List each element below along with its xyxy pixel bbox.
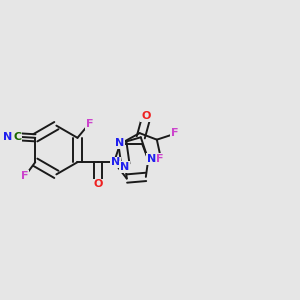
Text: F: F: [85, 119, 93, 129]
Text: N: N: [147, 154, 156, 164]
Text: N: N: [120, 162, 129, 172]
Text: F: F: [171, 128, 178, 138]
Text: N: N: [115, 138, 124, 148]
Text: O: O: [93, 179, 102, 189]
Text: O: O: [141, 111, 151, 121]
Text: F: F: [21, 171, 28, 181]
Text: N: N: [111, 157, 120, 167]
Text: C: C: [14, 132, 22, 142]
Text: F: F: [156, 154, 164, 164]
Text: N: N: [3, 132, 13, 142]
